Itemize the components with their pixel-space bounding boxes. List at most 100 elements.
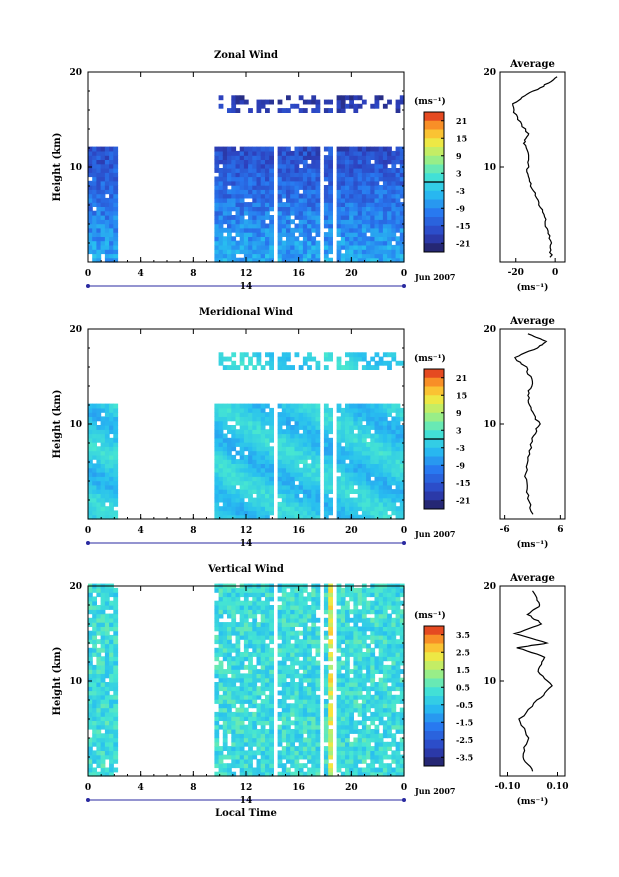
heatmap-cell (328, 768, 333, 773)
heatmap-cell (295, 159, 300, 164)
heatmap-cell (231, 416, 236, 421)
heatmap-cell (370, 750, 375, 755)
heatmap-cell (214, 434, 219, 439)
heatmap-cell (248, 357, 253, 362)
heatmap-cell (105, 691, 110, 696)
heatmap-cell (257, 639, 262, 644)
heatmap-cell (286, 716, 291, 721)
heatmap-cell (391, 635, 396, 640)
heatmap-cell (248, 442, 253, 447)
heatmap-cell (383, 678, 388, 683)
heatmap-cell (358, 755, 363, 760)
heatmap-cell (236, 506, 241, 511)
heatmap-cell (324, 236, 329, 241)
heatmap-cell (341, 510, 346, 515)
x-tick-label: 12 (240, 269, 253, 279)
heatmap-cell (349, 95, 354, 100)
heatmap-cell (316, 485, 321, 490)
heatmap-cell (236, 100, 241, 105)
heatmap-cell (366, 618, 371, 623)
heatmap-cell (358, 241, 363, 246)
heatmap-cell (257, 468, 262, 473)
heatmap-cell (379, 412, 384, 417)
heatmap-cell (316, 228, 321, 233)
heatmap-cell (223, 408, 228, 413)
heatmap-cell (290, 733, 295, 738)
heatmap-cell (214, 472, 219, 477)
heatmap-cell (261, 245, 266, 250)
heatmap-cell (341, 232, 346, 237)
average-y-tick-label: 20 (483, 325, 496, 335)
heatmap-cell (88, 434, 93, 439)
heatmap-cell (295, 691, 300, 696)
heatmap-cell (257, 224, 262, 229)
heatmap-cell (269, 168, 274, 173)
heatmap-cell (358, 738, 363, 743)
heatmap-cell (345, 438, 350, 443)
heatmap-cell (328, 686, 333, 691)
colorbar-segment (424, 465, 444, 474)
heatmap-cell (349, 472, 354, 477)
heatmap-cell (113, 592, 118, 597)
heatmap-cell (240, 236, 245, 241)
heatmap-cell (248, 644, 253, 649)
heatmap-cell (362, 416, 367, 421)
heatmap-cell (265, 185, 270, 190)
heatmap-cell (345, 712, 350, 717)
heatmap-cell (240, 733, 245, 738)
heatmap-cell (101, 232, 106, 237)
heatmap-cell (375, 232, 380, 237)
heatmap-cell (105, 498, 110, 503)
x-tick-label: 8 (190, 526, 196, 536)
heatmap-cell (223, 451, 228, 456)
heatmap-cell (311, 691, 316, 696)
heatmap-cell (227, 438, 232, 443)
heatmap-cell (299, 716, 304, 721)
heatmap-cell (105, 644, 110, 649)
heatmap-cell (105, 451, 110, 456)
heatmap-cell (282, 442, 287, 447)
heatmap-cell (337, 185, 342, 190)
heatmap-cell (278, 189, 283, 194)
heatmap-cell (387, 442, 392, 447)
heatmap-cell (227, 682, 232, 687)
heatmap-cell (248, 412, 253, 417)
heatmap-cell (375, 639, 380, 644)
heatmap-cell (252, 155, 257, 160)
heatmap-cell (383, 451, 388, 456)
heatmap-cell (303, 699, 308, 704)
heatmap-cell (299, 639, 304, 644)
heatmap-cell (101, 442, 106, 447)
heatmap-cell (248, 601, 253, 606)
heatmap-cell (362, 451, 367, 456)
colorbar-segment (424, 165, 444, 174)
heatmap-cell (353, 768, 358, 773)
heatmap-cell (379, 438, 384, 443)
heatmap-cell (353, 155, 358, 160)
heatmap-cell (396, 438, 401, 443)
heatmap-cell (375, 725, 380, 730)
heatmap-cell (303, 703, 308, 708)
heatmap-cell (244, 614, 249, 619)
heatmap-cell (324, 635, 329, 640)
heatmap-cell (282, 622, 287, 627)
heatmap-cell (244, 442, 249, 447)
heatmap-cell (286, 597, 291, 602)
heatmap-cell (96, 168, 101, 173)
heatmap-cell (227, 476, 232, 481)
heatmap-cell (379, 746, 384, 751)
heatmap-cell (278, 614, 283, 619)
heatmap-cell (92, 639, 97, 644)
heatmap-cell (324, 729, 329, 734)
heatmap-cell (236, 172, 241, 177)
heatmap-cell (231, 759, 236, 764)
heatmap-cell (248, 224, 253, 229)
heatmap-cell (303, 506, 308, 511)
heatmap-cell (257, 155, 262, 160)
heatmap-cell (324, 716, 329, 721)
heatmap-cell (109, 241, 114, 246)
heatmap-cell (370, 151, 375, 156)
heatmap-cell (366, 665, 371, 670)
heatmap-cell (244, 699, 249, 704)
heatmap-cell (375, 597, 380, 602)
